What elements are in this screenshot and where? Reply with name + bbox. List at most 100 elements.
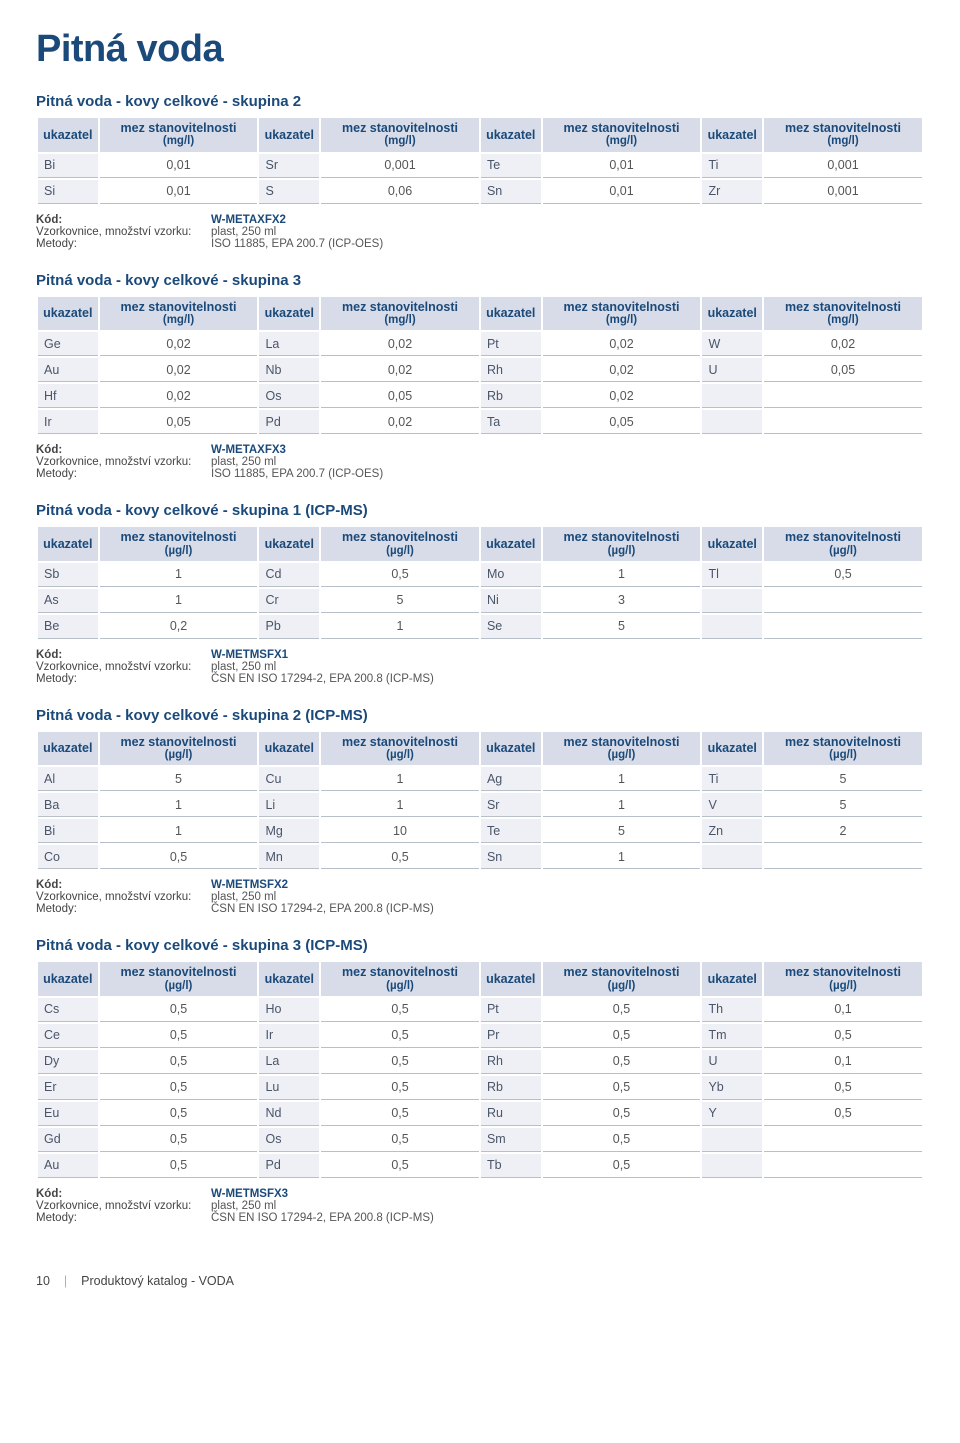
column-header-mez: mez stanovitelnosti(mg/l) <box>764 297 922 331</box>
meta-value: plast, 250 ml <box>211 1200 924 1212</box>
element-symbol: Pd <box>259 410 319 434</box>
element-symbol: Zr <box>702 180 762 204</box>
value-cell: 0,5 <box>321 1076 479 1100</box>
table-row: Eu0,5Nd0,5Ru0,5Y0,5 <box>38 1102 922 1126</box>
value-cell: 10 <box>321 819 479 843</box>
element-symbol <box>702 1128 762 1152</box>
element-symbol: Al <box>38 767 98 791</box>
column-header-mez: mez stanovitelnosti(µg/l) <box>764 962 922 996</box>
element-symbol: W <box>702 332 762 356</box>
element-symbol: Rb <box>481 384 541 408</box>
element-symbol: Li <box>259 793 319 817</box>
column-header-mez: mez stanovitelnosti(mg/l) <box>100 297 258 331</box>
table-row: Hf0,02Os0,05Rb0,02 <box>38 384 922 408</box>
section-title: Pitná voda - kovy celkové - skupina 2 <box>36 93 924 110</box>
meta-label: Metody: <box>36 903 211 915</box>
footer-separator: | <box>64 1274 67 1288</box>
page-number: 10 <box>36 1274 50 1288</box>
element-symbol: Ge <box>38 332 98 356</box>
value-cell: 0,5 <box>321 1154 479 1178</box>
value-cell: 0,5 <box>321 1024 479 1048</box>
meta-label: Vzorkovnice, množství vzorku: <box>36 1200 211 1212</box>
section: Pitná voda - kovy celkové - skupina 3 (I… <box>36 937 924 1224</box>
value-cell <box>764 384 922 408</box>
page-footer: 10 | Produktový katalog - VODA <box>36 1274 924 1288</box>
value-cell: 0,01 <box>100 154 258 178</box>
table-row: Al5Cu1Ag1Ti5 <box>38 767 922 791</box>
meta-label: Vzorkovnice, množství vzorku: <box>36 456 211 468</box>
section: Pitná voda - kovy celkové - skupina 1 (I… <box>36 502 924 685</box>
element-symbol: Cr <box>259 589 319 613</box>
value-cell: 0,5 <box>100 1076 258 1100</box>
element-symbol: Ti <box>702 767 762 791</box>
column-header-ukazatel: ukazatel <box>702 118 762 152</box>
element-symbol: Tb <box>481 1154 541 1178</box>
element-symbol: Ir <box>38 410 98 434</box>
column-header-mez: mez stanovitelnosti(µg/l) <box>543 527 701 561</box>
value-cell: 0,5 <box>543 1024 701 1048</box>
value-cell: 5 <box>764 793 922 817</box>
value-cell: 1 <box>321 767 479 791</box>
meta-value: W-METMSFX3 <box>211 1188 924 1200</box>
column-header-ukazatel: ukazatel <box>702 297 762 331</box>
meta-value: ISO 11885, EPA 200.7 (ICP-OES) <box>211 238 924 250</box>
element-symbol: Te <box>481 819 541 843</box>
value-cell: 0,05 <box>764 358 922 382</box>
element-symbol <box>702 410 762 434</box>
element-symbol: Ni <box>481 589 541 613</box>
value-cell: 0,02 <box>543 384 701 408</box>
element-symbol: Rh <box>481 358 541 382</box>
column-header-ukazatel: ukazatel <box>702 732 762 766</box>
element-symbol: V <box>702 793 762 817</box>
column-header-mez: mez stanovitelnosti(µg/l) <box>321 527 479 561</box>
value-cell: 1 <box>100 589 258 613</box>
column-header-mez: mez stanovitelnosti(µg/l) <box>100 732 258 766</box>
value-cell: 0,5 <box>543 1102 701 1126</box>
meta-value: plast, 250 ml <box>211 891 924 903</box>
table-row: Co0,5Mn0,5Sn1 <box>38 845 922 869</box>
value-cell: 5 <box>543 615 701 639</box>
meta-label: Metody: <box>36 1212 211 1224</box>
value-cell: 0,5 <box>543 1076 701 1100</box>
element-symbol: Gd <box>38 1128 98 1152</box>
column-header-ukazatel: ukazatel <box>259 962 319 996</box>
column-header-ukazatel: ukazatel <box>481 527 541 561</box>
table-row: Au0,5Pd0,5Tb0,5 <box>38 1154 922 1178</box>
value-cell: 0,02 <box>321 358 479 382</box>
value-cell: 0,05 <box>100 410 258 434</box>
element-symbol: Ru <box>481 1102 541 1126</box>
value-cell: 0,5 <box>100 1024 258 1048</box>
element-symbol: Ce <box>38 1024 98 1048</box>
column-header-ukazatel: ukazatel <box>702 527 762 561</box>
element-symbol: Y <box>702 1102 762 1126</box>
element-symbol: S <box>259 180 319 204</box>
column-header-mez: mez stanovitelnosti(mg/l) <box>100 118 258 152</box>
value-cell: 5 <box>100 767 258 791</box>
page-title: Pitná voda <box>36 28 924 71</box>
table-row: Dy0,5La0,5Rh0,5U0,1 <box>38 1050 922 1074</box>
column-header-ukazatel: ukazatel <box>259 732 319 766</box>
element-symbol <box>702 1154 762 1178</box>
value-cell: 0,01 <box>543 180 701 204</box>
value-cell: 0,5 <box>543 1050 701 1074</box>
meta-label: Vzorkovnice, množství vzorku: <box>36 661 211 673</box>
element-symbol: Th <box>702 998 762 1022</box>
element-symbol <box>702 589 762 613</box>
element-symbol: Hf <box>38 384 98 408</box>
value-cell: 0,1 <box>764 1050 922 1074</box>
element-symbol: Ta <box>481 410 541 434</box>
element-symbol: Pt <box>481 332 541 356</box>
value-cell: 0,5 <box>100 1154 258 1178</box>
meta-label: Kód: <box>36 1188 211 1200</box>
meta-label: Vzorkovnice, množství vzorku: <box>36 891 211 903</box>
value-cell: 1 <box>543 767 701 791</box>
meta-value: ČSN EN ISO 17294-2, EPA 200.8 (ICP-MS) <box>211 903 924 915</box>
element-symbol: La <box>259 332 319 356</box>
column-header-mez: mez stanovitelnosti(mg/l) <box>321 297 479 331</box>
element-symbol: Sn <box>481 180 541 204</box>
element-symbol: Zn <box>702 819 762 843</box>
element-symbol: Au <box>38 358 98 382</box>
section-meta: Kód:W-METAXFX2Vzorkovnice, množství vzor… <box>36 214 924 250</box>
value-cell: 0,05 <box>321 384 479 408</box>
element-symbol <box>702 615 762 639</box>
